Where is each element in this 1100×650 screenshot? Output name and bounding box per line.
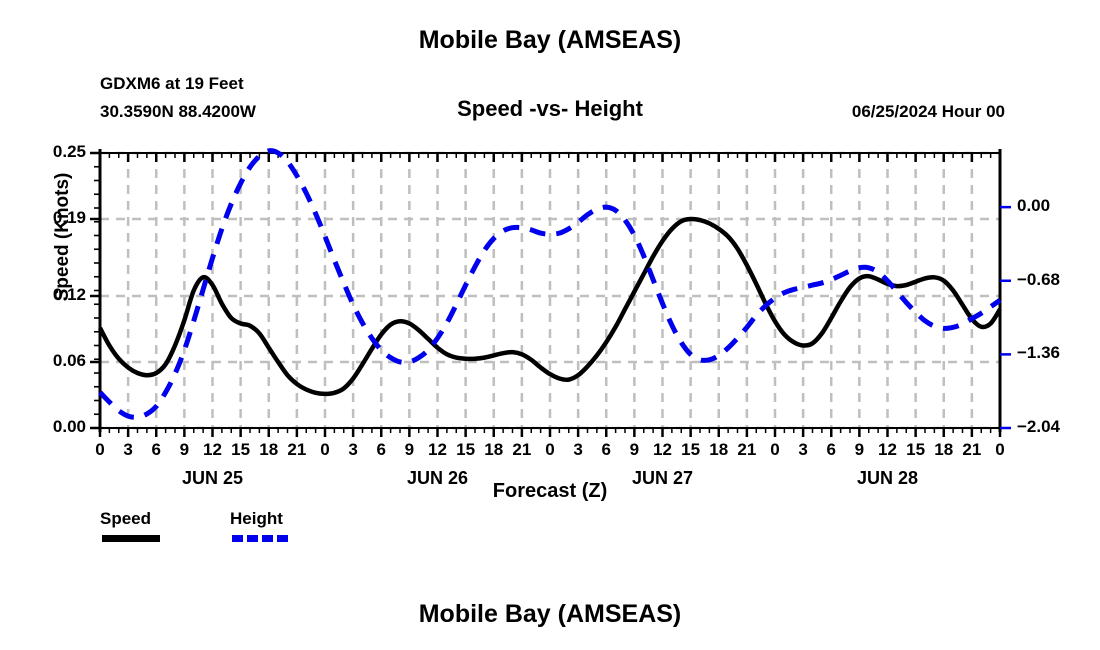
legend-item-speed: Speed <box>100 508 160 543</box>
forecast-datestamp: 06/25/2024 Hour 00 <box>851 102 1005 121</box>
x-tick-label: 0 <box>545 440 555 459</box>
x-tick-label: 9 <box>629 440 640 459</box>
x-tick-label: 0 <box>95 440 105 459</box>
x-axis-day-label: JUN 27 <box>631 468 694 488</box>
x-tick-label: 18 <box>709 440 729 459</box>
y-tick-label-right: −2.04 <box>1017 417 1061 436</box>
y-tick-label-left: 0.00 <box>52 417 86 436</box>
x-tick-label: 3 <box>798 440 808 459</box>
x-tick-label: 18 <box>259 440 279 459</box>
legend-label-speed: Speed <box>100 509 152 528</box>
x-tick-label: 12 <box>878 440 897 459</box>
x-tick-label: 3 <box>573 440 583 459</box>
page-title-bottom: Mobile Bay (AMSEAS) <box>418 600 682 628</box>
x-tick-label: 15 <box>906 440 926 459</box>
x-tick-label: 6 <box>826 440 836 459</box>
x-tick-label: 9 <box>404 440 415 459</box>
y-tick-label-left: 0.06 <box>52 351 86 370</box>
x-tick-label: 0 <box>320 440 330 459</box>
x-tick-label: 21 <box>287 440 307 459</box>
x-tick-label: 12 <box>653 440 672 459</box>
x-axis-day-label: JUN 26 <box>406 468 469 488</box>
y-tick-label-right: −1.36 <box>1017 343 1061 363</box>
x-tick-label: 18 <box>934 440 954 459</box>
x-tick-label: 3 <box>123 440 133 459</box>
x-tick-label: 21 <box>737 440 757 459</box>
y-tick-label-right: 0.00 <box>1017 196 1051 216</box>
x-tick-label: 12 <box>203 440 222 459</box>
legend-swatch-height <box>232 535 290 543</box>
x-tick-label: 21 <box>962 440 982 459</box>
x-tick-label: 0 <box>995 440 1005 459</box>
x-tick-label: 15 <box>456 440 476 459</box>
x-tick-label: 0 <box>770 440 780 459</box>
page-title-top: Mobile Bay (AMSEAS) <box>418 26 682 54</box>
y-tick-label-left: 0.25 <box>52 142 86 161</box>
x-tick-label: 9 <box>854 440 865 459</box>
x-axis-label: Forecast (Z) <box>492 480 608 502</box>
x-tick-label: 6 <box>151 440 161 459</box>
y-tick-label-left: 0.12 <box>52 285 86 304</box>
station-coordinates-label: 30.3590N 88.4200W <box>100 102 256 121</box>
x-tick-label: 18 <box>484 440 504 459</box>
y-tick-label-right: −0.68 <box>1017 269 1061 289</box>
x-tick-label: 3 <box>348 440 358 459</box>
y-tick-label-left: 0.19 <box>52 208 86 227</box>
x-tick-label: 9 <box>179 440 190 459</box>
x-axis-day-label: JUN 28 <box>856 468 919 488</box>
legend-swatch-speed <box>102 535 160 543</box>
x-tick-label: 21 <box>512 440 532 459</box>
station-id-label: GDXM6 at 19 Feet <box>100 74 244 93</box>
x-axis-day-label: JUN 25 <box>181 468 244 488</box>
x-tick-label: 6 <box>601 440 611 459</box>
x-tick-label: 15 <box>231 440 251 459</box>
x-tick-label: 15 <box>681 440 701 459</box>
x-tick-label: 6 <box>376 440 386 459</box>
legend-item-height: Height <box>230 508 290 543</box>
x-tick-label: 12 <box>428 440 447 459</box>
legend-label-height: Height <box>230 509 283 528</box>
chart-subtitle: Speed -vs- Height <box>457 96 643 121</box>
